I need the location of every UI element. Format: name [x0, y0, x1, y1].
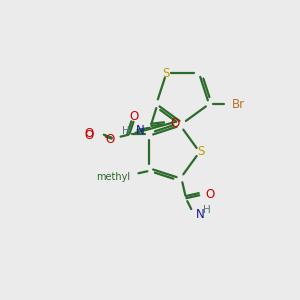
Text: O: O: [205, 188, 214, 201]
Text: S: S: [197, 146, 204, 158]
Text: H: H: [203, 205, 211, 215]
Text: S: S: [163, 67, 170, 80]
Text: O: O: [170, 117, 179, 130]
Text: O: O: [129, 110, 138, 123]
Text: methyl: methyl: [96, 172, 130, 182]
Text: O: O: [85, 127, 94, 140]
Text: N: N: [196, 208, 205, 220]
Text: O: O: [105, 133, 115, 146]
Text: H: H: [122, 126, 130, 136]
Text: N: N: [136, 124, 144, 137]
Text: O: O: [85, 129, 94, 142]
Text: Br: Br: [232, 98, 245, 111]
